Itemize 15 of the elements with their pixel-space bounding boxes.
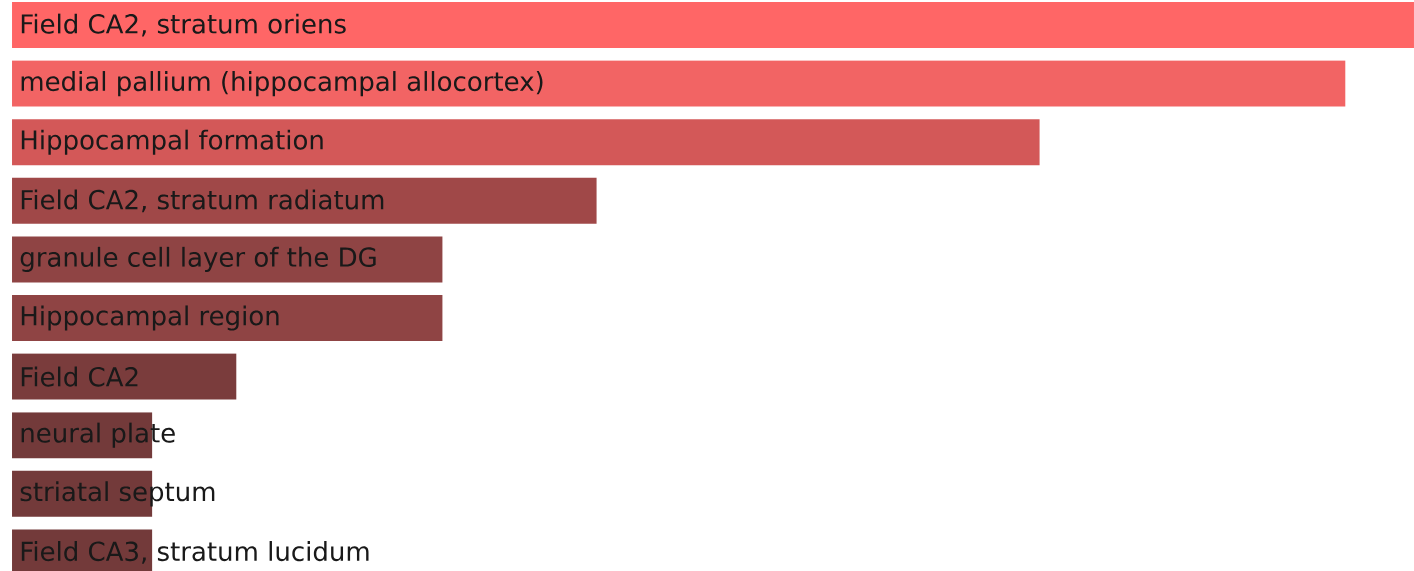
y-tick-label: Field CA2, stratum oriens [21,13,346,37]
bar [12,2,1414,48]
y-tick-label: Field CA2 [21,366,138,387]
y-tick-label: Field CA2, stratum radiatum [21,189,384,213]
y-tick-label: Field CA3, stratum lucidum [21,541,369,564]
y-tick-label: Hippocampal region [21,305,279,331]
y-tick-label: medial pallium (hippocampal allocortex) [21,71,543,97]
bar [12,353,237,400]
bar [12,236,443,283]
y-tick-label: granule cell layer of the DG [20,246,376,272]
y-tick-label: Hippocampal formation [21,129,323,155]
bar [12,60,1346,107]
bar [12,119,1040,166]
bar [12,177,597,224]
bar [12,295,443,341]
